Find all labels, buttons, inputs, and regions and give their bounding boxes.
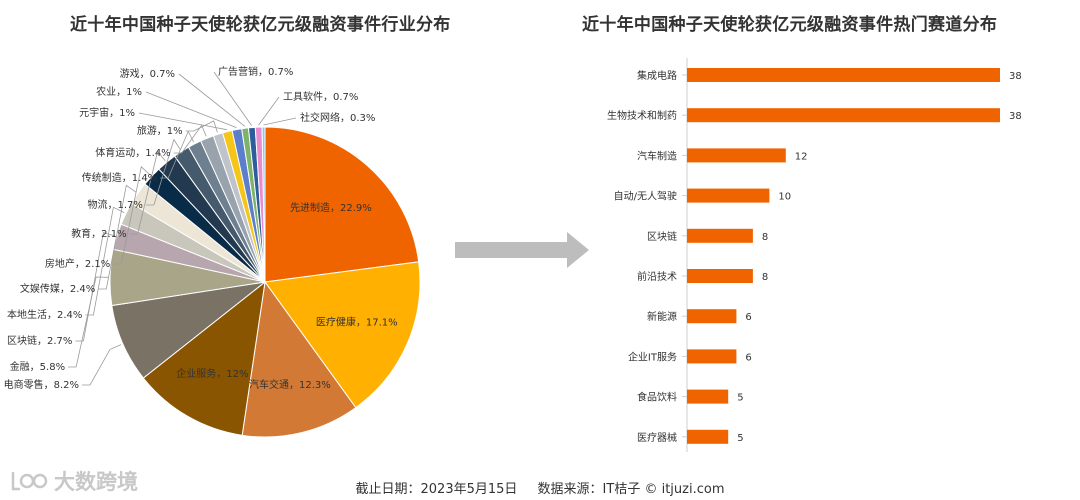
footer-note: 截止日期：2023年5月15日 数据来源：IT桔子 © itjuzi.com	[0, 478, 1080, 497]
bar-value-label-6: 6	[745, 312, 751, 323]
bar-category-label-3: 自动/无人驾驶	[614, 190, 677, 203]
pie-slice-0	[264, 126, 420, 283]
bar-value-label-5: 8	[762, 272, 768, 283]
pie-leader-line-17	[178, 73, 246, 127]
watermark-text: 大数跨境	[54, 470, 138, 494]
pie-leader-line-4	[82, 344, 122, 386]
pie-leader-line-13	[173, 124, 207, 154]
pie-label-12: 传统制造，1.4%	[82, 171, 157, 184]
pie-leader-line-9	[113, 166, 151, 265]
pie-label-20: 社交网络，0.3%	[300, 111, 375, 124]
pie-leader-line-12	[160, 130, 195, 179]
bar-category-label-7: 企业IT服务	[628, 350, 677, 363]
bar-value-label-7: 6	[745, 352, 751, 363]
pie-label-2: 汽车交通，12.3%	[249, 378, 331, 391]
watermark: 大数跨境	[10, 466, 138, 496]
pie-slice-2	[241, 280, 357, 438]
bar-category-label-4: 区块链	[647, 230, 677, 243]
bar-value-label-9: 5	[737, 433, 743, 444]
pie-leader-line-20	[263, 117, 297, 126]
pie-leader-line-11	[145, 138, 181, 206]
bar-7	[687, 349, 737, 364]
bar-8	[687, 389, 729, 404]
bar-0	[687, 68, 1000, 82]
pie-label-10: 教育，2.1%	[71, 227, 126, 240]
pie-label-9: 房地产，2.1%	[45, 257, 110, 270]
brand-logo-icon	[11, 471, 48, 491]
right-arrow-icon	[455, 232, 589, 268]
pie-leader-line-7	[85, 206, 125, 316]
pie-label-6: 区块链，2.7%	[7, 334, 72, 347]
pie-label-7: 本地生活，2.4%	[7, 308, 82, 321]
bar-category-label-2: 汽车制造	[637, 149, 677, 162]
pie-slice-20	[261, 126, 266, 283]
bar-3	[687, 188, 770, 203]
bar-value-label-3: 10	[778, 192, 791, 203]
bar-value-label-8: 5	[737, 393, 743, 404]
pie-label-19: 工具软件，0.7%	[283, 90, 358, 103]
pie-chart-title: 近十年中国种子天使轮获亿元级融资事件行业分布	[70, 15, 451, 35]
bar-category-label-0: 集成电路	[637, 69, 677, 82]
pie-label-17: 游戏，0.7%	[120, 67, 175, 80]
pie-leader-line-10	[129, 150, 166, 235]
pie-label-1: 医疗健康，17.1%	[316, 316, 398, 329]
pie-slice-3	[142, 280, 266, 436]
pie-label-3: 企业服务，12%	[176, 367, 248, 380]
footer-date: 截止日期：2023年5月15日	[355, 482, 518, 497]
pie-label-18: 广告营销，0.7%	[218, 65, 293, 78]
pie-slice-1	[264, 261, 421, 409]
hot-track-bar-chart: 集成电路 38 生物技术和制药 38 汽车制造 12 自动/无人驾驶 10 区块链 8 前沿技术 8 新…	[607, 58, 1022, 452]
bar-value-label-2: 12	[795, 151, 808, 162]
pie-leader-line-6	[75, 231, 116, 342]
bar-category-label-8: 食品饮料	[637, 391, 677, 404]
bar-5	[687, 269, 753, 283]
bar-category-label-9: 医疗器械	[637, 431, 677, 444]
pie-leader-line-19	[258, 96, 280, 126]
bar-6	[687, 309, 737, 324]
pie-leader-line-8	[98, 184, 137, 290]
pie-label-5: 金融，5.8%	[10, 360, 65, 373]
pie-label-11: 物流，1.7%	[87, 198, 142, 211]
pie-leader-line-14	[185, 120, 218, 133]
bar-category-label-6: 新能源	[647, 310, 677, 323]
pie-label-8: 文娱传媒，2.4%	[20, 282, 95, 295]
pie-label-4: 电商零售，8.2%	[4, 378, 79, 391]
pie-leader-line-5	[68, 276, 109, 368]
bar-9	[687, 429, 729, 444]
bar-value-label-0: 38	[1009, 71, 1022, 82]
pie-leader-line-15	[138, 112, 227, 131]
bar-value-label-1: 38	[1009, 111, 1022, 122]
bar-value-label-4: 8	[762, 232, 768, 243]
pie-label-15: 元宇宙，1%	[79, 106, 135, 119]
bar-2	[687, 148, 786, 163]
pie-label-14: 旅游，1%	[137, 124, 183, 137]
bar-1	[687, 108, 1000, 123]
pie-leader-line-16	[145, 91, 237, 128]
bar-4	[687, 228, 753, 243]
bar-category-label-1: 生物技术和制药	[607, 109, 677, 122]
bar-category-label-5: 前沿技术	[637, 270, 677, 283]
pie-label-0: 先进制造，22.9%	[290, 201, 372, 214]
pie-label-16: 农业，1%	[96, 85, 142, 98]
footer-source: 数据来源：IT桔子 © itjuzi.com	[537, 482, 725, 497]
industry-pie-chart: 先进制造，22.9% 医疗健康，17.1% 汽车交通，12.3%企业服务，12% 电商…	[4, 65, 421, 438]
bar-chart-title: 近十年中国种子天使轮获亿元级融资事件热门赛道分布	[582, 15, 998, 35]
pie-label-13: 体育运动，1.4%	[95, 146, 170, 159]
pie-leader-line-18	[213, 71, 253, 126]
